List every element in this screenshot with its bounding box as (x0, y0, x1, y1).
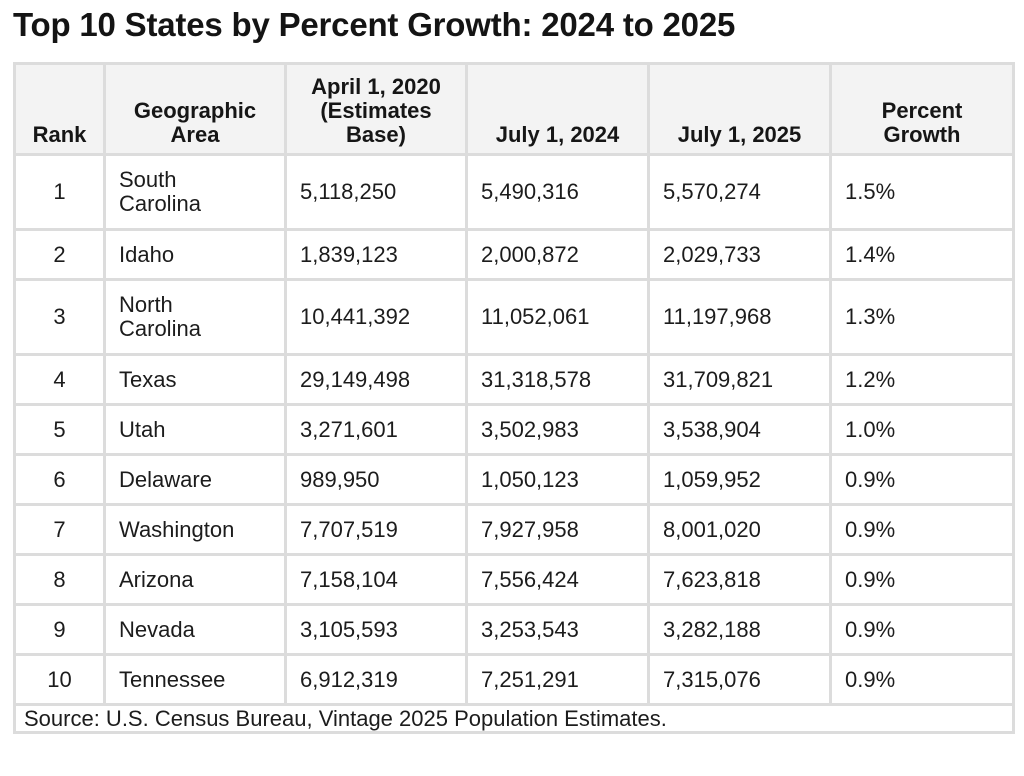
july-2024-cell: 11,052,061 (465, 278, 650, 356)
percent-growth-cell: 1.4% (829, 228, 1015, 281)
header-july-2025: July 1, 2025 (647, 62, 832, 156)
percent-growth-cell: 0.9% (829, 503, 1015, 556)
july-2024-cell: 7,251,291 (465, 653, 650, 706)
estimates-base-cell: 3,105,593 (284, 603, 468, 656)
table-row: 1 South Carolina 5,118,250 5,490,316 5,570,27… (13, 153, 1015, 231)
july-2025-cell: 31,709,821 (647, 353, 832, 406)
rank-cell: 5 (13, 403, 106, 456)
rank-cell: 9 (13, 603, 106, 656)
area-cell: Texas (103, 353, 287, 406)
july-2024-cell: 2,000,872 (465, 228, 650, 281)
area-cell: Utah (103, 403, 287, 456)
july-2025-cell: 7,315,076 (647, 653, 832, 706)
july-2025-cell: 11,197,968 (647, 278, 832, 356)
july-2024-cell: 1,050,123 (465, 453, 650, 506)
rank-cell: 2 (13, 228, 106, 281)
table-row: 4 Texas 29,149,498 31,318,578 31,709,821 1.2% (13, 353, 1015, 406)
area-cell: Arizona (103, 553, 287, 606)
july-2025-cell: 1,059,952 (647, 453, 832, 506)
july-2024-cell: 7,927,958 (465, 503, 650, 556)
area-cell: North Carolina (103, 278, 287, 356)
estimates-base-cell: 1,839,123 (284, 228, 468, 281)
estimates-base-cell: 989,950 (284, 453, 468, 506)
july-2025-cell: 2,029,733 (647, 228, 832, 281)
area-cell: Delaware (103, 453, 287, 506)
page-title: Top 10 States by Percent Growth: 2024 to… (13, 6, 736, 43)
rank-cell: 10 (13, 653, 106, 706)
table-row: 3 North Carolina 10,441,392 11,052,061 11,197… (13, 278, 1015, 356)
table-row: 7 Washington 7,707,519 7,927,958 8,001,020 0.… (13, 503, 1015, 556)
percent-growth-cell: 1.3% (829, 278, 1015, 356)
rank-cell: 7 (13, 503, 106, 556)
percent-growth-cell: 0.9% (829, 603, 1015, 656)
july-2025-cell: 7,623,818 (647, 553, 832, 606)
area-cell: South Carolina (103, 153, 287, 231)
july-2025-cell: 3,282,188 (647, 603, 832, 656)
july-2024-cell: 7,556,424 (465, 553, 650, 606)
header-estimates-base: April 1, 2020 (Estimates Base) (284, 62, 468, 156)
july-2024-cell: 3,502,983 (465, 403, 650, 456)
july-2025-cell: 5,570,274 (647, 153, 832, 231)
estimates-base-cell: 3,271,601 (284, 403, 468, 456)
header-july-2024: July 1, 2024 (465, 62, 650, 156)
estimates-base-cell: 6,912,319 (284, 653, 468, 706)
table-row: 10 Tennessee 6,912,319 7,251,291 7,315,076 0.… (13, 653, 1015, 706)
header-rank: Rank (13, 62, 106, 156)
percent-growth-cell: 1.0% (829, 403, 1015, 456)
table-row: 2 Idaho 1,839,123 2,000,872 2,029,733 1.4% (13, 228, 1015, 281)
rank-cell: 1 (13, 153, 106, 231)
rank-cell: 8 (13, 553, 106, 606)
percent-growth-cell: 1.5% (829, 153, 1015, 231)
july-2025-cell: 3,538,904 (647, 403, 832, 456)
area-cell: Nevada (103, 603, 287, 656)
july-2024-cell: 5,490,316 (465, 153, 650, 231)
area-cell: Idaho (103, 228, 287, 281)
percent-growth-cell: 0.9% (829, 553, 1015, 606)
estimates-base-cell: 10,441,392 (284, 278, 468, 356)
estimates-base-cell: 7,707,519 (284, 503, 468, 556)
header-geographic-area: Geographic Area (103, 62, 287, 156)
estimates-base-cell: 7,158,104 (284, 553, 468, 606)
estimates-base-cell: 29,149,498 (284, 353, 468, 406)
table-row: 8 Arizona 7,158,104 7,556,424 7,623,818 0.9% (13, 553, 1015, 606)
percent-growth-cell: 1.2% (829, 353, 1015, 406)
area-cell: Washington (103, 503, 287, 556)
header-row: Rank Geographic Area April 1, 2020 (Estima… (13, 62, 1015, 156)
header-percent-growth: Percent Growth (829, 62, 1015, 156)
percent-growth-cell: 0.9% (829, 453, 1015, 506)
july-2024-cell: 3,253,543 (465, 603, 650, 656)
estimates-base-cell: 5,118,250 (284, 153, 468, 231)
table-row: 6 Delaware 989,950 1,050,123 1,059,952 0.9% (13, 453, 1015, 506)
table-row: 5 Utah 3,271,601 3,502,983 3,538,904 1.0% (13, 403, 1015, 456)
july-2024-cell: 31,318,578 (465, 353, 650, 406)
rank-cell: 6 (13, 453, 106, 506)
table-row: 9 Nevada 3,105,593 3,253,543 3,282,188 0.9% (13, 603, 1015, 656)
percent-growth-cell: 0.9% (829, 653, 1015, 706)
growth-table: Rank Geographic Area April 1, 2020 (Estima… (13, 62, 1015, 734)
area-cell: Tennessee (103, 653, 287, 706)
july-2025-cell: 8,001,020 (647, 503, 832, 556)
rank-cell: 3 (13, 278, 106, 356)
rank-cell: 4 (13, 353, 106, 406)
source-note: Source: U.S. Census Bureau, Vintage 2025… (13, 703, 1015, 734)
source-row: Source: U.S. Census Bureau, Vintage 2025… (13, 703, 1015, 734)
